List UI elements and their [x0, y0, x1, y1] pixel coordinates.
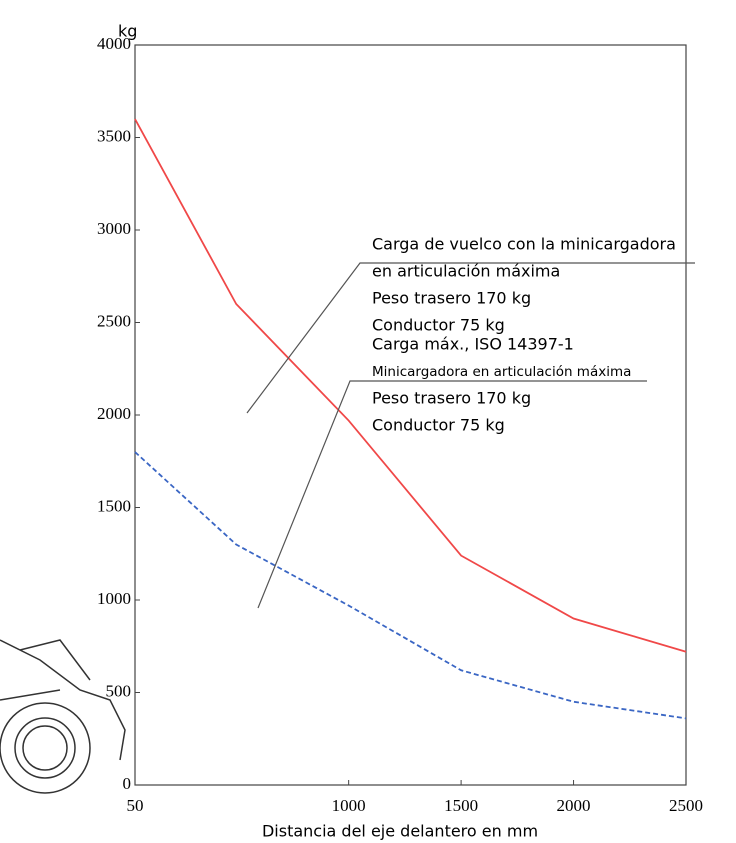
y-tick-label: 1500: [97, 496, 131, 515]
y-tick-label: 4000: [97, 34, 131, 53]
y-tick-label: 2500: [97, 311, 131, 330]
y-tick-label: 1000: [97, 589, 131, 608]
x-tick-label: 1000: [332, 796, 366, 815]
y-tick-label: 2000: [97, 404, 131, 423]
annotation-text: Peso trasero 170 kg: [372, 289, 531, 308]
annotation-text: Minicargadora en articulación máxima: [372, 364, 631, 380]
series-line: [135, 119, 686, 652]
y-tick-label: 500: [106, 681, 132, 700]
x-tick-label: 50: [127, 796, 144, 815]
x-tick-label: 2500: [669, 796, 703, 815]
x-tick-label: 1500: [444, 796, 478, 815]
annotation-text: Peso trasero 170 kg: [372, 389, 531, 408]
annotation-text: Conductor 75 kg: [372, 416, 505, 435]
y-tick-label: 3000: [97, 219, 131, 238]
series-line: [135, 452, 686, 718]
annotation-text: en articulación máxima: [372, 262, 560, 281]
annotation-text: Carga de vuelco con la minicargadora: [372, 235, 676, 254]
y-tick-label: 0: [123, 774, 132, 793]
x-axis-label: Distancia del eje delantero en mm: [262, 822, 538, 841]
annotation-text: Conductor 75 kg: [372, 316, 505, 335]
wheel-illustration: [0, 640, 125, 793]
x-tick-label: 2000: [557, 796, 591, 815]
chart: kg Distancia del eje delantero en mm 050…: [0, 0, 736, 843]
annotation-text: Carga máx., ISO 14397-1: [372, 335, 574, 354]
y-tick-label: 3500: [97, 126, 131, 145]
